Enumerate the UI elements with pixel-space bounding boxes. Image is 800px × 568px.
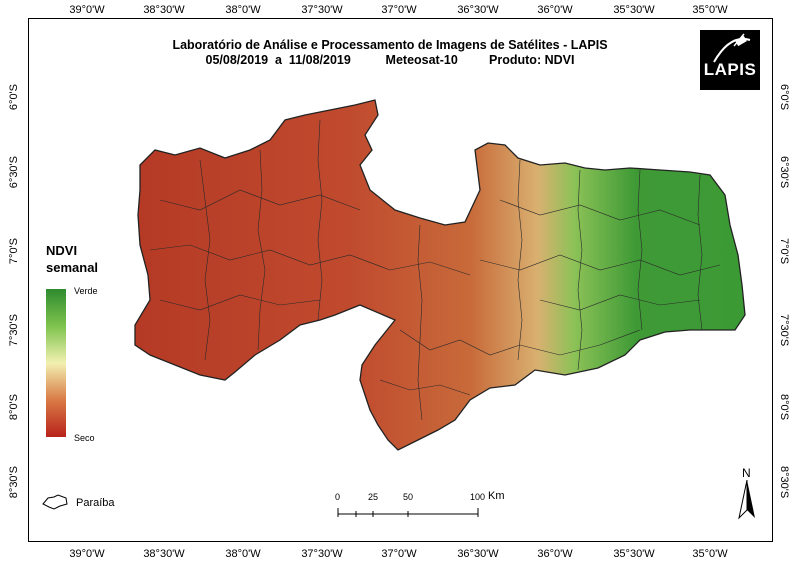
scale-bar: 0 25 50 100 Km	[320, 490, 520, 520]
paraiba-state-shape	[134, 99, 746, 451]
ndvi-color-ramp	[46, 289, 66, 437]
lat-tick-right: 8°30'S	[778, 466, 790, 499]
scale-label: 50	[403, 492, 414, 502]
legend-high-label: Verde	[74, 286, 98, 296]
lat-tick-right: 7°0'S	[778, 238, 790, 265]
scale-label: 0	[335, 492, 341, 502]
lon-tick-top: 38°30'W	[143, 4, 185, 16]
lon-tick-bottom: 38°30'W	[143, 548, 185, 560]
scale-bar-line	[337, 508, 479, 517]
lat-tick-right: 6°30'S	[778, 156, 790, 189]
lat-tick-right: 6°0'S	[778, 84, 790, 111]
north-label: N	[742, 466, 751, 480]
lon-tick-top: 36°0'W	[537, 4, 573, 16]
north-arrow-icon	[738, 480, 755, 520]
logo-text: LAPIS	[703, 60, 757, 79]
legend-title: NDVI	[46, 243, 78, 258]
legend-low-label: Seco	[74, 433, 95, 443]
lon-tick-bottom: 37°0'W	[381, 548, 417, 560]
reference-label: Paraíba	[76, 497, 115, 509]
lon-tick-bottom: 38°0'W	[225, 548, 261, 560]
scale-unit: Km	[488, 490, 505, 502]
lat-tick-right: 7°30'S	[778, 314, 790, 347]
lon-tick-top: 39°0'W	[69, 4, 105, 16]
lon-tick-top: 37°0'W	[381, 4, 417, 16]
lon-tick-bottom: 39°0'W	[69, 548, 105, 560]
lat-tick-right: 8°0'S	[778, 394, 790, 421]
lon-tick-bottom: 36°0'W	[537, 548, 573, 560]
lon-tick-top: 35°30'W	[613, 4, 655, 16]
lon-tick-top: 37°30'W	[301, 4, 343, 16]
scale-label: 25	[368, 492, 379, 502]
map-title: Laboratório de Análise e Processamento d…	[172, 38, 608, 52]
map-subtitle: 05/08/2019 a 11/08/2019 Meteosat-10 Prod…	[205, 53, 575, 67]
lon-tick-bottom: 37°30'W	[301, 548, 343, 560]
legend-subtitle: semanal	[46, 260, 99, 275]
lapis-logo: LAPIS	[700, 30, 760, 90]
lon-tick-bottom: 35°30'W	[613, 548, 655, 560]
north-arrow: N	[733, 466, 761, 522]
lon-tick-top: 35°0'W	[692, 4, 728, 16]
paraiba-locator-icon	[42, 494, 68, 510]
scale-label: 100	[470, 492, 486, 502]
lon-tick-top: 36°30'W	[457, 4, 499, 16]
municipality-boundaries	[149, 119, 721, 421]
satellite-icon	[713, 33, 751, 63]
lon-tick-top: 38°0'W	[225, 4, 261, 16]
lon-tick-bottom: 36°30'W	[457, 548, 499, 560]
map-frame	[28, 18, 773, 542]
lon-tick-bottom: 35°0'W	[692, 548, 728, 560]
